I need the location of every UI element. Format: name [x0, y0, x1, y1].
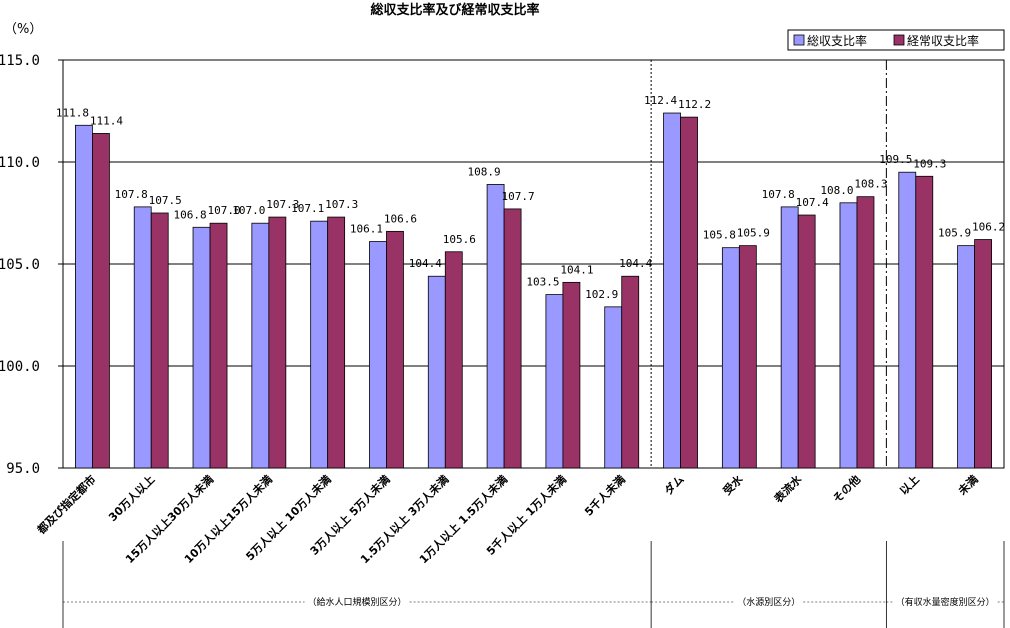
- category-label: 未満: [955, 472, 981, 498]
- bar-total: [780, 206, 799, 469]
- value-label: 104.4: [409, 257, 442, 270]
- group-label: （給水人口規模別区分）: [308, 596, 407, 608]
- value-label: 104.1: [560, 263, 593, 276]
- value-label: 107.0: [207, 204, 240, 217]
- bar-ordinary: [503, 208, 522, 469]
- bar-ordinary: [268, 216, 287, 469]
- bar-total: [486, 184, 505, 469]
- bar-total: [898, 171, 917, 469]
- value-label: 106.1: [350, 223, 383, 236]
- value-label: 107.7: [502, 190, 535, 203]
- value-label: 105.8: [703, 229, 736, 242]
- group-label: （有収水量密度別区分）: [896, 596, 995, 608]
- value-label: 107.5: [149, 194, 182, 207]
- bar-total: [604, 306, 623, 469]
- y-tick-label: 115.0: [0, 53, 40, 69]
- bar-total: [251, 222, 270, 469]
- value-label: 108.0: [820, 184, 853, 197]
- bar-ordinary: [915, 175, 934, 469]
- y-tick-label: 110.0: [0, 155, 40, 171]
- bar-total: [427, 275, 446, 469]
- category-label: 以上: [896, 472, 921, 497]
- legend-swatch-1: [793, 34, 805, 46]
- value-label: 105.9: [737, 227, 770, 240]
- bar-ordinary: [444, 251, 463, 469]
- bar-ordinary: [209, 222, 228, 469]
- bar-total: [310, 220, 329, 469]
- bar-total: [545, 294, 564, 469]
- value-label: 107.3: [266, 198, 299, 211]
- category-label: 受水: [720, 472, 746, 498]
- value-label: 112.2: [678, 98, 711, 111]
- value-label: 102.9: [585, 288, 618, 301]
- value-label: 109.3: [913, 157, 946, 170]
- value-label: 107.4: [796, 196, 829, 209]
- legend-swatch-2: [893, 34, 905, 46]
- value-label: 111.4: [90, 114, 123, 127]
- bar-ordinary: [562, 281, 581, 469]
- bar-ordinary: [150, 212, 169, 469]
- category-label: 都及び指定都市: [33, 472, 98, 537]
- value-label: 108.3: [854, 178, 887, 191]
- value-label: 108.9: [468, 165, 501, 178]
- bar-total: [192, 226, 211, 469]
- bar-marks: [75, 112, 992, 469]
- chart-title: 総収支比率及び経常収支比率: [370, 2, 539, 18]
- legend: 総収支比率 経常収支比率: [787, 29, 1005, 51]
- value-label: 107.8: [762, 188, 795, 201]
- category-label: 5千人未満: [581, 472, 627, 518]
- category-label: その他: [830, 472, 863, 505]
- value-label: 112.4: [644, 94, 677, 107]
- value-label: 107.8: [115, 188, 148, 201]
- bar-total: [369, 241, 387, 469]
- bar-total: [721, 247, 740, 469]
- bar-ordinary: [797, 214, 816, 469]
- bar-ordinary: [621, 275, 640, 469]
- y-axis-unit: （%）: [4, 22, 42, 37]
- value-label: 106.6: [384, 212, 417, 225]
- value-label: 105.6: [443, 233, 476, 246]
- bar-ordinary: [386, 230, 404, 469]
- bar-ordinary: [738, 245, 757, 469]
- bar-total: [957, 245, 975, 469]
- y-tick-label: 95.0: [6, 461, 40, 477]
- bar-total: [839, 202, 858, 469]
- y-tick-labels: 95.0 100.0 105.0 110.0 115.0: [0, 53, 40, 477]
- bar-ordinary: [327, 216, 346, 469]
- bar-total: [75, 124, 93, 469]
- category-label: 表流水: [770, 472, 805, 507]
- value-label: 107.0: [232, 204, 265, 217]
- value-label: 106.8: [173, 208, 206, 221]
- bar-ordinary: [92, 133, 110, 469]
- value-label: 103.5: [526, 276, 559, 289]
- legend-label-1: 総収支比率: [807, 33, 867, 48]
- value-label: 104.4: [619, 257, 652, 270]
- value-label: 107.1: [291, 202, 324, 215]
- category-label: 30万人以上: [106, 472, 158, 524]
- group-label: （水源別区分）: [737, 596, 800, 608]
- bar-total: [663, 112, 681, 469]
- value-label: 107.3: [325, 198, 358, 211]
- y-tick-label: 100.0: [0, 359, 40, 375]
- legend-label-2: 経常収支比率: [907, 33, 979, 48]
- bar-total: [133, 206, 152, 469]
- value-label: 109.5: [879, 153, 912, 166]
- y-tick-label: 105.0: [0, 257, 40, 273]
- category-label: ダム: [661, 472, 686, 497]
- value-label: 105.9: [938, 227, 971, 240]
- value-label: 106.2: [972, 221, 1005, 234]
- value-label: 111.8: [56, 106, 89, 119]
- group-annotations: （給水人口規模別区分） （水源別区分） （有収水量密度別区分）: [62, 541, 1005, 628]
- bar-ordinary: [856, 196, 875, 469]
- bar-ordinary: [680, 116, 698, 469]
- category-labels: 都及び指定都市 30万人以上15万人以上30万人未満10万人以上15万人未満5万人…: [33, 472, 980, 567]
- bar-ordinary: [974, 239, 992, 469]
